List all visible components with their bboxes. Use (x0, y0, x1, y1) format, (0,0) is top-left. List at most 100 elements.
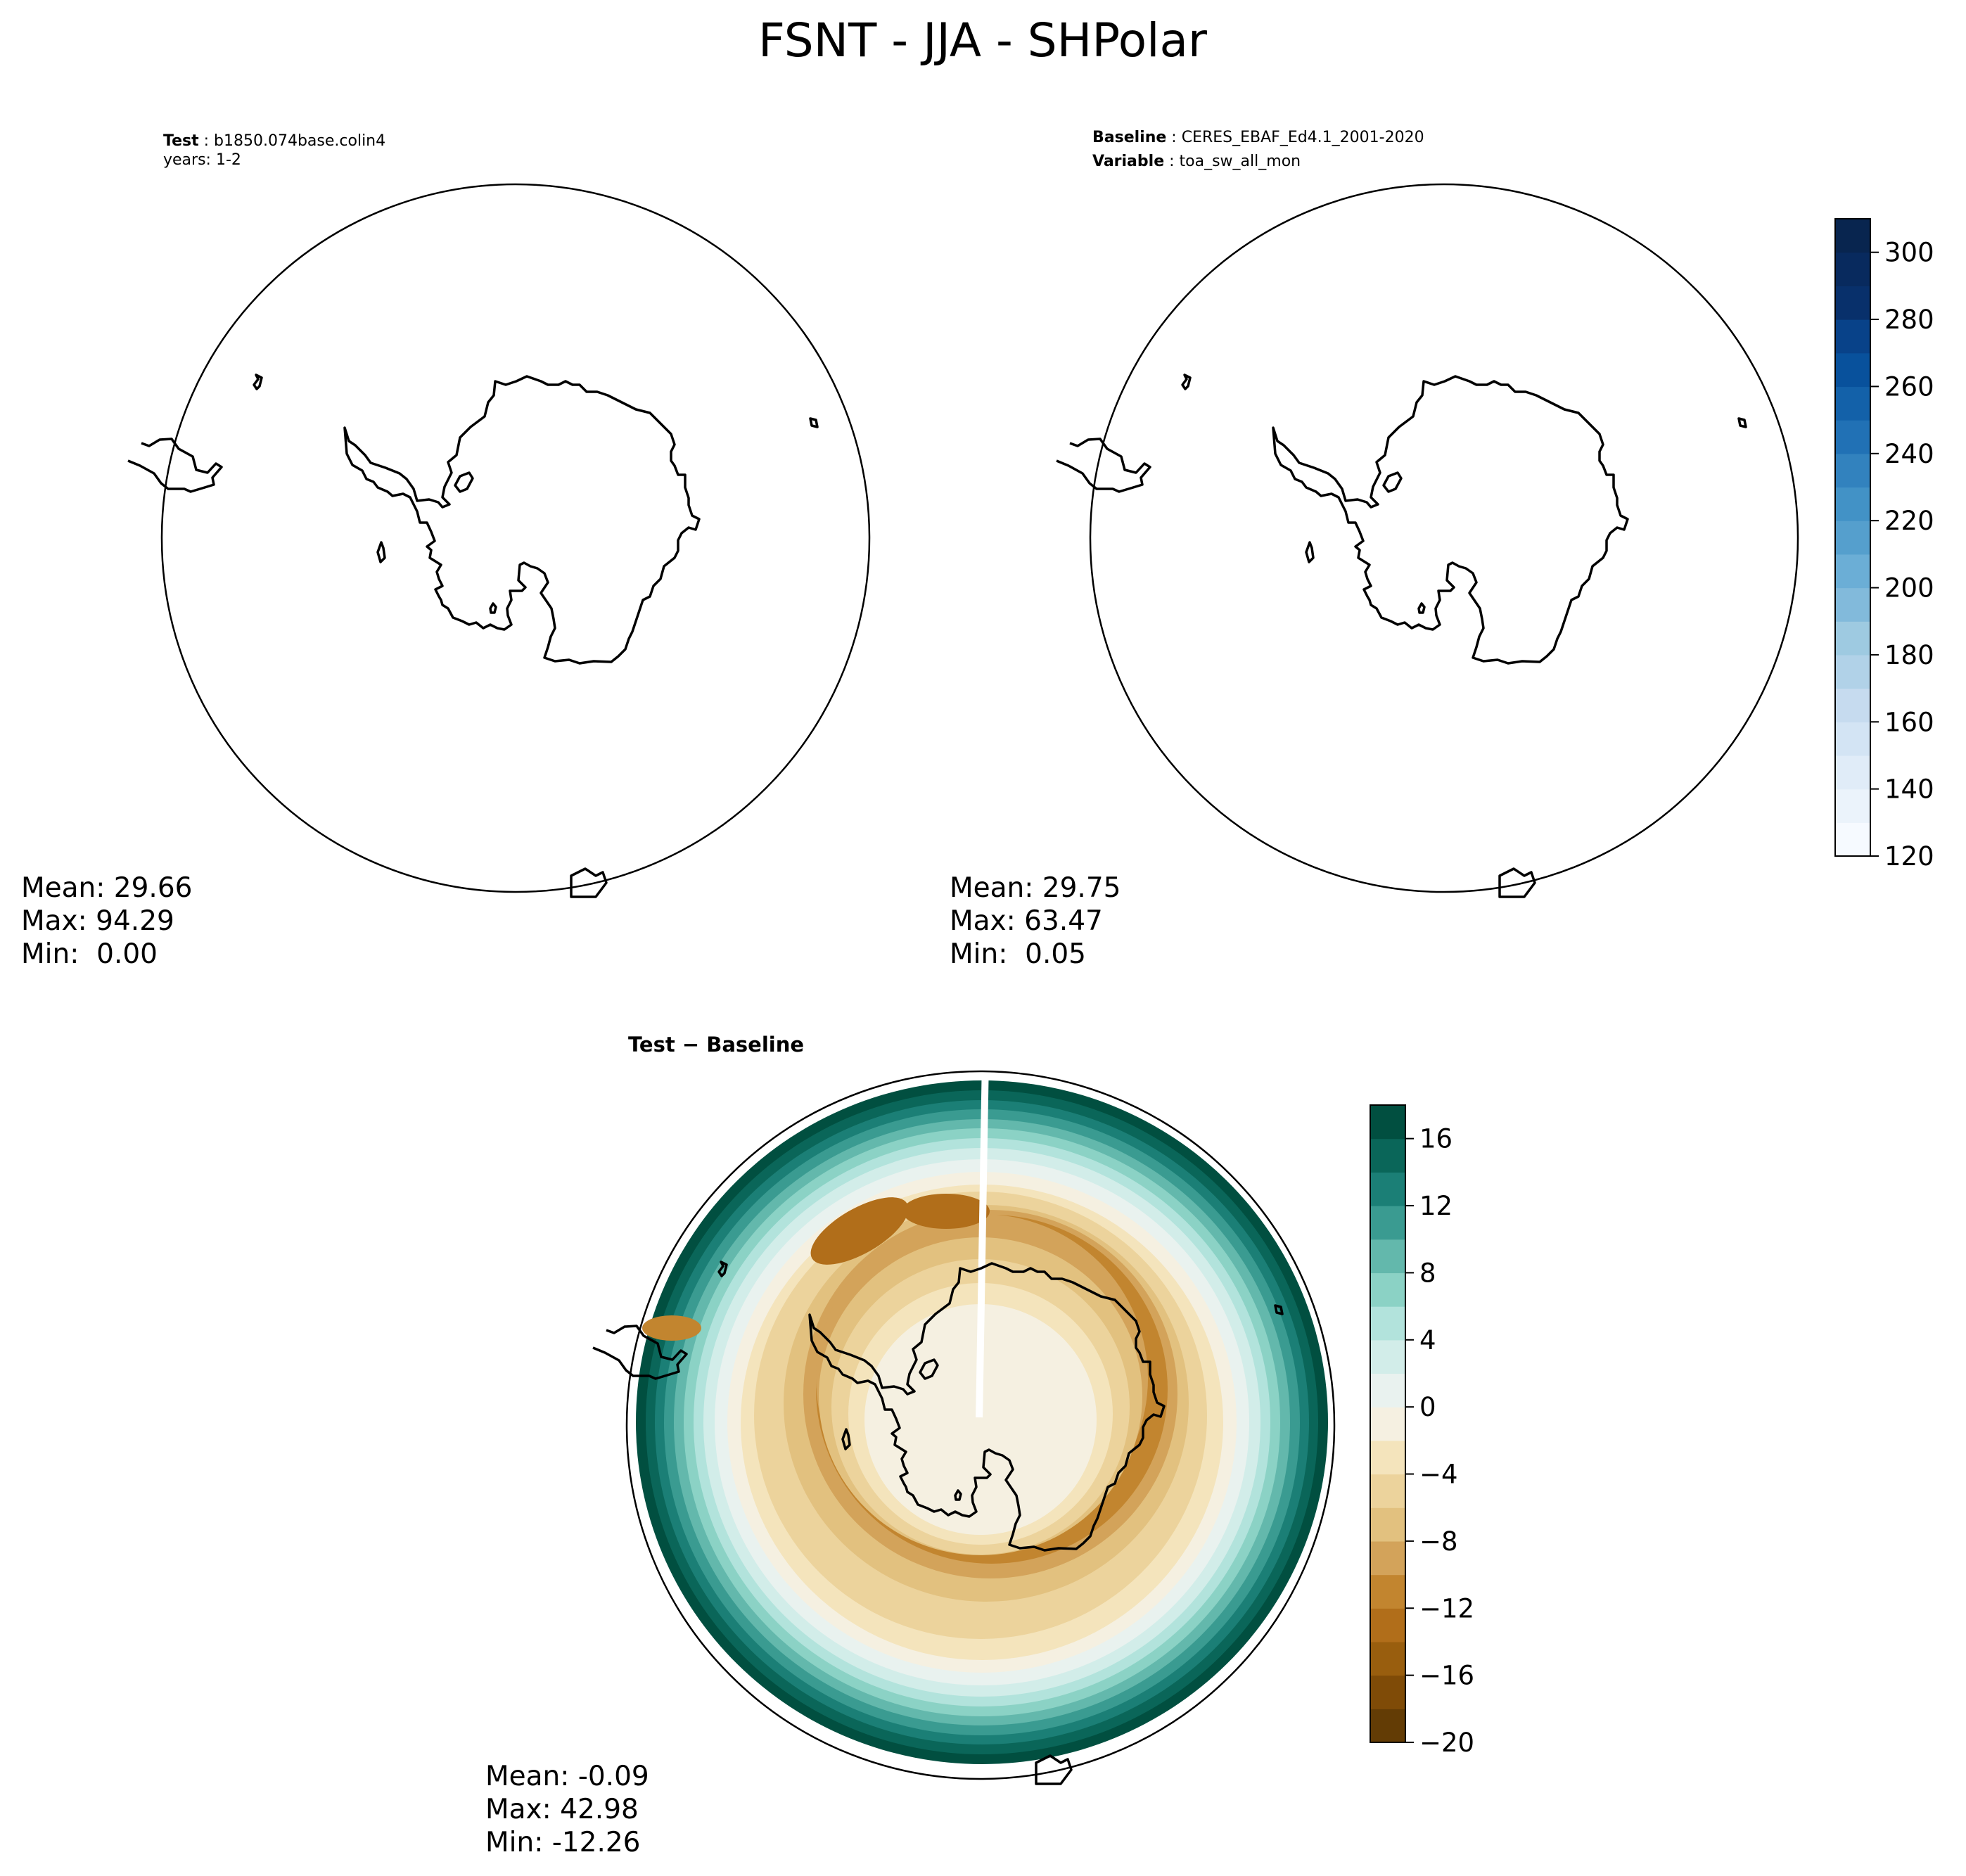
colorbar-tick-label: 4 (1419, 1325, 1436, 1355)
colorbar-cell (1370, 1206, 1405, 1240)
colorbar-tick-label: 140 (1884, 774, 1934, 805)
colorbar-cell (1370, 1608, 1405, 1642)
colorbar-cell (1370, 1172, 1405, 1206)
colorbar-cell (1835, 521, 1870, 555)
colorbar-tick-label: 8 (1419, 1258, 1436, 1288)
colorbar-cell (1370, 1709, 1405, 1743)
baseline-colorbar-frame (1834, 218, 1871, 857)
colorbar-tick-label: −16 (1419, 1661, 1474, 1691)
difference-stat-min: Min: -12.26 (485, 1827, 640, 1858)
field-brown-patch-north (902, 1194, 990, 1229)
colorbar-tick-label: −20 (1419, 1728, 1474, 1758)
colorbar-tick-label: 200 (1884, 573, 1934, 604)
baseline-header-value: CERES_EBAF_Ed4.1_2001-2020 (1182, 129, 1424, 146)
colorbar-tick-label: −12 (1419, 1593, 1474, 1623)
colorbar-tick-label: 280 (1884, 305, 1934, 335)
baseline-panel: Baseline : CERES_EBAF_Ed4.1_2001-2020 Va… (950, 129, 1934, 970)
colorbar-cell (1370, 1306, 1405, 1341)
difference-colorbar-frame (1370, 1104, 1406, 1743)
baseline-variable-value: toa_sw_all_mon (1180, 153, 1301, 170)
baseline-colorbar-ticks: 120 140 160 180 200 220 240 260 280 300 (1870, 238, 1934, 872)
colorbar-cell (1370, 1272, 1405, 1307)
baseline-stat-mean: Mean: 29.75 (950, 872, 1121, 904)
colorbar-cell (1835, 420, 1870, 454)
baseline-colorbar-cells (1835, 219, 1870, 857)
colorbar-cell (1835, 252, 1870, 286)
field-dark-patch-sa (642, 1315, 701, 1341)
test-panel: Test : b1850.074base.colin4 years: 1-2 M… (21, 132, 871, 970)
colorbar-tick-label: 240 (1884, 439, 1934, 469)
test-stat-max: Max: 94.29 (21, 905, 174, 937)
test-header-value: b1850.074base.colin4 (214, 132, 385, 150)
colorbar-cell (1835, 789, 1870, 823)
field-missing-meridian (976, 1071, 989, 1418)
colorbar-cell (1835, 453, 1870, 488)
test-header-line1: Test : b1850.074base.colin4 (163, 132, 385, 150)
colorbar-cell (1370, 1540, 1405, 1576)
colorbar-cell (1835, 386, 1870, 421)
colorbar-tick-label: 12 (1419, 1191, 1453, 1221)
difference-panel: Test − Baseline (485, 1033, 1474, 1858)
colorbar-cell (1835, 487, 1870, 521)
difference-map (592, 1070, 1336, 1785)
colorbar-cell (1835, 822, 1870, 857)
colorbar-tick-label: 220 (1884, 506, 1934, 536)
difference-title: Test − Baseline (628, 1033, 804, 1057)
colorbar-cell (1370, 1373, 1405, 1408)
colorbar-tick-label: 0 (1419, 1392, 1436, 1422)
colorbar-cell (1835, 688, 1870, 722)
colorbar-cell (1835, 621, 1870, 656)
baseline-stat-min: Min: 0.05 (950, 938, 1086, 970)
colorbar-cell (1370, 1339, 1405, 1374)
field-core (864, 1304, 1097, 1535)
colorbar-tick-label: 300 (1884, 238, 1934, 268)
colorbar-cell (1835, 654, 1870, 689)
colorbar-cell (1835, 722, 1870, 756)
colorbar-tick-label: 260 (1884, 371, 1934, 402)
colorbar-cell (1835, 286, 1870, 320)
colorbar-cell (1370, 1675, 1405, 1709)
colorbar-cell (1835, 352, 1870, 388)
difference-colorbar: −20 −16 −12 −8 −4 0 4 8 12 16 (1370, 1104, 1474, 1758)
test-map (127, 183, 871, 898)
colorbar-cell (1835, 554, 1870, 589)
baseline-header-label: Baseline (1092, 129, 1166, 146)
baseline-variable-label: Variable (1092, 153, 1164, 170)
colorbar-cell (1370, 1407, 1405, 1441)
colorbar-cell (1835, 219, 1870, 253)
colorbar-tick-label: 120 (1884, 841, 1934, 872)
baseline-map (1055, 183, 1799, 898)
colorbar-tick-label: 16 (1419, 1124, 1453, 1154)
difference-field (627, 1071, 1334, 1779)
baseline-header-line2: Variable : toa_sw_all_mon (1092, 153, 1301, 170)
colorbar-cell (1370, 1474, 1405, 1508)
baseline-colorbar: 120 140 160 180 200 220 240 260 280 300 (1834, 218, 1934, 872)
figure-title: FSNT - JJA - SHPolar (758, 13, 1208, 68)
colorbar-cell (1370, 1574, 1405, 1609)
colorbar-tick-label: −8 (1419, 1526, 1458, 1557)
baseline-stat-max: Max: 63.47 (950, 905, 1103, 937)
baseline-map-boundary (1089, 183, 1799, 893)
colorbar-cell (1370, 1105, 1405, 1140)
field-brown-patch-west (810, 1197, 909, 1265)
colorbar-cell (1835, 755, 1870, 790)
difference-stat-max: Max: 42.98 (485, 1794, 639, 1825)
colorbar-cell (1835, 587, 1870, 622)
colorbar-cell (1835, 319, 1870, 354)
test-stat-min: Min: 0.00 (21, 938, 158, 970)
colorbar-tick-label: −4 (1419, 1460, 1458, 1490)
colorbar-cell (1370, 1239, 1405, 1274)
difference-map-boundary (625, 1070, 1336, 1780)
difference-stat-mean: Mean: -0.09 (485, 1761, 649, 1792)
difference-colorbar-ticks: −20 −16 −12 −8 −4 0 4 8 12 16 (1405, 1124, 1474, 1758)
colorbar-cell (1370, 1138, 1405, 1173)
colorbar-cell (1370, 1507, 1405, 1542)
colorbar-tick-label: 160 (1884, 707, 1934, 737)
test-header-years: years: 1-2 (163, 151, 241, 169)
colorbar-cell (1370, 1641, 1405, 1676)
test-map-boundary (160, 183, 871, 893)
colorbar-tick-label: 180 (1884, 640, 1934, 670)
difference-colorbar-cells (1370, 1105, 1405, 1743)
test-header-label: Test (163, 132, 199, 150)
